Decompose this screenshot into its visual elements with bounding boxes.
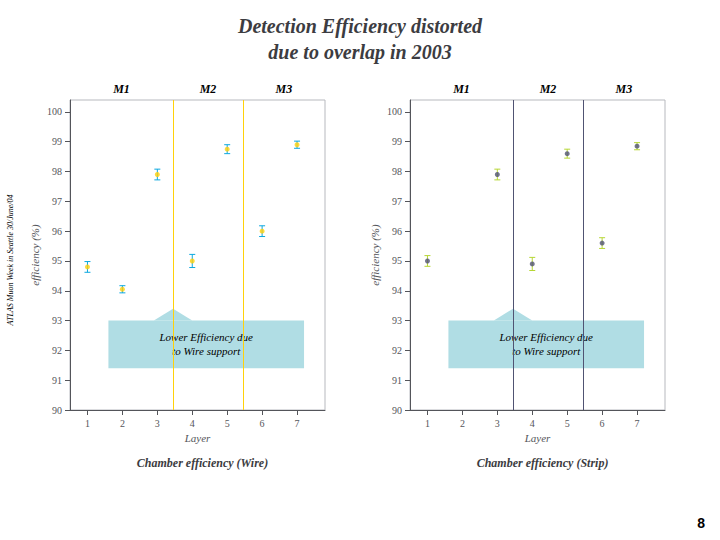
svg-text:98: 98 [52, 166, 62, 177]
svg-text:to Wire support: to Wire support [512, 345, 581, 357]
svg-text:7: 7 [635, 418, 640, 429]
svg-text:Lower Efficiency due: Lower Efficiency due [158, 331, 253, 343]
svg-text:M1: M1 [112, 82, 130, 96]
svg-text:6: 6 [600, 418, 605, 429]
svg-text:ATLAS Muon Week in Seattle 30/: ATLAS Muon Week in Seattle 30/June/04 [6, 194, 15, 326]
svg-text:efficiency (%): efficiency (%) [29, 224, 42, 286]
svg-text:95: 95 [392, 255, 402, 266]
svg-text:98: 98 [392, 166, 402, 177]
svg-text:Lower Efficiency due: Lower Efficiency due [498, 331, 593, 343]
svg-text:97: 97 [52, 196, 62, 207]
svg-text:Chamber efficiency (Strip): Chamber efficiency (Strip) [477, 456, 609, 470]
svg-text:94: 94 [392, 285, 402, 296]
svg-text:92: 92 [392, 345, 402, 356]
svg-text:97: 97 [392, 196, 402, 207]
svg-text:4: 4 [530, 418, 535, 429]
svg-text:2: 2 [460, 418, 465, 429]
svg-text:100: 100 [47, 106, 62, 117]
svg-text:100: 100 [387, 106, 402, 117]
svg-text:96: 96 [392, 226, 402, 237]
svg-text:M3: M3 [615, 82, 633, 96]
svg-text:90: 90 [392, 405, 402, 416]
svg-text:5: 5 [225, 418, 230, 429]
svg-text:Chamber efficiency (Wire): Chamber efficiency (Wire) [137, 456, 268, 470]
svg-text:5: 5 [565, 418, 570, 429]
svg-text:91: 91 [52, 375, 62, 386]
svg-text:Detection Efficiency distorted: Detection Efficiency distorted [237, 15, 483, 38]
svg-text:due to overlap in 2003: due to overlap in 2003 [268, 41, 451, 64]
svg-text:90: 90 [52, 405, 62, 416]
svg-text:M1: M1 [452, 82, 470, 96]
svg-text:94: 94 [52, 285, 62, 296]
svg-text:to Wire support: to Wire support [172, 345, 241, 357]
svg-text:M2: M2 [539, 82, 557, 96]
svg-text:Layer: Layer [524, 432, 551, 444]
svg-text:91: 91 [392, 375, 402, 386]
svg-text:M2: M2 [199, 82, 217, 96]
svg-text:7: 7 [295, 418, 300, 429]
svg-text:1: 1 [85, 418, 90, 429]
svg-text:95: 95 [52, 255, 62, 266]
svg-text:96: 96 [52, 226, 62, 237]
svg-text:8: 8 [697, 515, 705, 531]
svg-text:M3: M3 [275, 82, 293, 96]
svg-text:1: 1 [425, 418, 430, 429]
svg-text:2: 2 [120, 418, 125, 429]
svg-text:4: 4 [190, 418, 195, 429]
svg-text:99: 99 [52, 136, 62, 147]
svg-text:efficiency (%): efficiency (%) [369, 224, 382, 286]
svg-text:93: 93 [392, 315, 402, 326]
svg-text:6: 6 [260, 418, 265, 429]
svg-text:Layer: Layer [184, 432, 211, 444]
svg-text:92: 92 [52, 345, 62, 356]
svg-text:3: 3 [155, 418, 160, 429]
svg-text:93: 93 [52, 315, 62, 326]
svg-text:3: 3 [495, 418, 500, 429]
svg-text:99: 99 [392, 136, 402, 147]
